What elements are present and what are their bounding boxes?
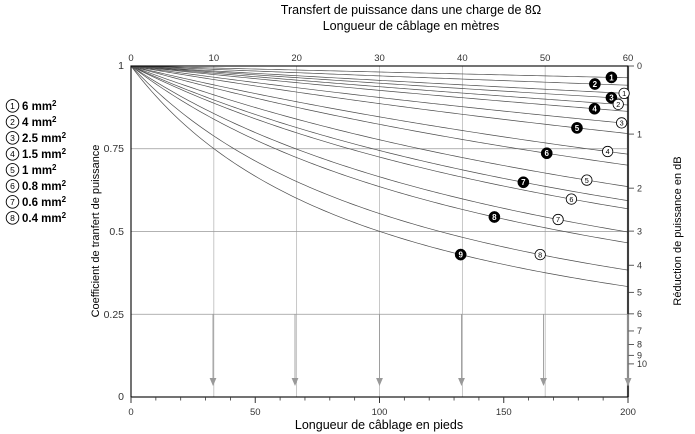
svg-text:50: 50 <box>250 407 261 418</box>
svg-text:7: 7 <box>10 197 15 207</box>
svg-text:4 mm2: 4 mm2 <box>22 114 57 128</box>
svg-text:2: 2 <box>10 117 15 127</box>
svg-text:6: 6 <box>569 195 573 204</box>
svg-text:4: 4 <box>10 149 15 159</box>
svg-text:1: 1 <box>10 101 15 111</box>
svg-text:8: 8 <box>538 250 542 259</box>
svg-text:3: 3 <box>609 94 614 103</box>
svg-text:7: 7 <box>521 178 526 187</box>
svg-text:1 mm2: 1 mm2 <box>22 162 57 177</box>
svg-text:0.25: 0.25 <box>104 309 125 321</box>
svg-text:0: 0 <box>637 61 642 71</box>
svg-text:20: 20 <box>291 53 302 64</box>
svg-text:0: 0 <box>118 391 124 403</box>
svg-text:8: 8 <box>637 340 642 350</box>
svg-text:0: 0 <box>128 53 133 64</box>
svg-text:10: 10 <box>637 359 647 369</box>
svg-text:1: 1 <box>118 60 124 72</box>
svg-text:0: 0 <box>128 407 133 418</box>
svg-text:1: 1 <box>609 73 614 82</box>
svg-text:2.5 mm2: 2.5 mm2 <box>22 130 67 145</box>
svg-text:4: 4 <box>592 105 597 114</box>
svg-text:2: 2 <box>593 80 598 89</box>
svg-text:8: 8 <box>492 213 497 222</box>
svg-text:Réduction de puissance en dB: Réduction de puissance en dB <box>672 156 684 305</box>
svg-text:0.5: 0.5 <box>109 226 124 238</box>
svg-text:1: 1 <box>622 89 626 98</box>
svg-text:6: 6 <box>10 181 15 191</box>
svg-text:50: 50 <box>540 53 551 64</box>
svg-text:0.75: 0.75 <box>104 143 125 155</box>
svg-text:40: 40 <box>457 53 468 64</box>
svg-text:6: 6 <box>637 309 642 319</box>
svg-text:3: 3 <box>10 133 15 143</box>
svg-text:100: 100 <box>372 407 388 418</box>
svg-text:10: 10 <box>209 53 220 64</box>
svg-text:6 mm2: 6 mm2 <box>22 98 57 113</box>
svg-text:8: 8 <box>10 213 15 223</box>
svg-text:1.5 mm2: 1.5 mm2 <box>22 146 67 161</box>
svg-text:200: 200 <box>620 407 636 418</box>
svg-text:0.8 mm2: 0.8 mm2 <box>22 178 67 193</box>
svg-text:6: 6 <box>545 149 550 158</box>
svg-text:Coefficient de tranfert de pui: Coefficient de tranfert de puissance <box>90 145 102 318</box>
svg-text:Longueur de câblage en mètres: Longueur de câblage en mètres <box>323 19 500 33</box>
svg-text:30: 30 <box>374 53 385 64</box>
svg-text:5: 5 <box>585 176 589 185</box>
svg-text:2: 2 <box>637 183 642 193</box>
svg-text:7: 7 <box>637 326 642 336</box>
svg-text:3: 3 <box>637 226 642 236</box>
svg-text:0.4 mm2: 0.4 mm2 <box>22 210 67 225</box>
svg-text:60: 60 <box>623 53 634 64</box>
svg-text:3: 3 <box>620 119 624 128</box>
svg-text:150: 150 <box>496 407 512 418</box>
svg-text:4: 4 <box>637 260 642 270</box>
svg-text:5: 5 <box>10 165 15 175</box>
svg-text:5: 5 <box>575 124 580 133</box>
svg-text:5: 5 <box>637 288 642 298</box>
svg-text:7: 7 <box>556 215 560 224</box>
svg-text:2: 2 <box>616 100 620 109</box>
svg-text:Longueur de câblage en pieds: Longueur de câblage en pieds <box>295 418 463 432</box>
svg-text:Transfert de puissance dans un: Transfert de puissance dans une charge d… <box>281 3 541 17</box>
svg-text:1: 1 <box>637 129 642 139</box>
svg-text:9: 9 <box>458 250 463 259</box>
svg-text:4: 4 <box>606 147 610 156</box>
svg-text:0.6 mm2: 0.6 mm2 <box>22 194 67 209</box>
